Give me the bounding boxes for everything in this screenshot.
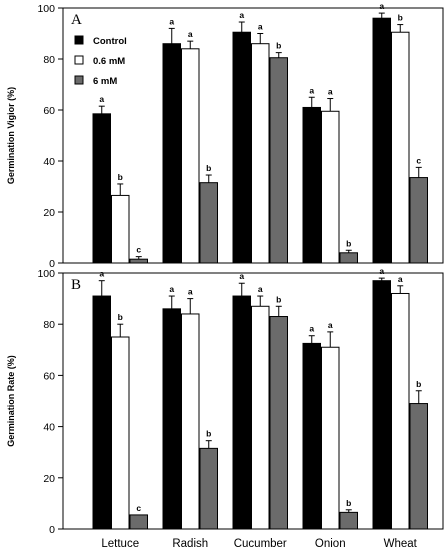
y-tick-label: 0 [49,258,55,270]
bar [129,514,148,530]
bar [92,295,111,530]
bar [339,511,358,530]
significance-letter: a [309,324,314,334]
significance-letter: b [206,429,211,439]
significance-letter: a [169,284,174,294]
bar [269,316,288,530]
significance-letter: a [188,29,193,39]
significance-letter: a [188,287,193,297]
significance-letter: b [346,238,351,248]
bar [232,31,251,264]
significance-letter: a [99,269,104,279]
significance-letter: b [398,13,403,23]
y-tick-label: 100 [37,3,55,15]
y-tick-label: 40 [43,156,55,168]
bar [339,252,358,264]
significance-letter: c [416,155,421,165]
y-tick-label: 20 [43,207,55,219]
bar [391,31,410,264]
legend-label: 6 mM [93,76,117,87]
bar [251,305,270,530]
y-tick-label: 20 [43,473,55,485]
significance-letter: b [276,294,281,304]
bar [199,447,218,530]
bar [372,280,391,530]
significance-letter: b [276,41,281,51]
x-category-label: Lettuce [101,538,139,550]
panel-letter: B [71,277,81,293]
significance-letter: a [258,22,263,32]
bar [302,106,321,264]
legend-label: 0.6 mM [93,56,125,67]
y-tick-label: 100 [37,268,55,280]
panel-b: 0 20 40 60 80 100 Germination Rate (%) Ba b c Lett… [6,266,444,550]
bar [232,295,251,530]
significance-letter: a [309,85,314,95]
bar [92,113,111,264]
significance-letter: a [379,266,384,276]
significance-letter: a [398,274,403,284]
bar [129,258,148,264]
y-tick-label: 40 [43,422,55,434]
bar [162,308,181,530]
significance-letter: b [118,312,123,322]
bar [111,194,130,264]
y-tick-label: 60 [43,370,55,382]
significance-letter: b [206,163,211,173]
significance-letter: a [379,1,384,11]
y-axis-label: Germination Rate (%) [6,355,16,447]
bar [269,57,288,264]
bar [162,43,181,264]
y-tick-label: 0 [49,524,55,536]
significance-letter: b [346,498,351,508]
significance-letter: c [136,503,141,513]
y-tick-label: 60 [43,105,55,117]
legend-label: Control [93,36,127,47]
x-category-label: Onion [315,538,346,550]
significance-letter: a [169,16,174,26]
bar [111,336,130,530]
bar [181,48,200,264]
legend-swatch [74,35,84,45]
panel-letter: A [71,12,82,28]
x-category-label: Wheat [384,538,418,550]
bar [372,17,391,264]
bar [391,292,410,530]
significance-letter: a [328,87,333,97]
y-tick-label: 80 [43,54,55,66]
panel-a: 0 20 40 60 80 100 Germination Vigior (%) Aa b c a a… [6,1,444,270]
bar [302,342,321,530]
significance-letter: b [416,379,421,389]
bar [199,182,218,264]
y-tick-label: 80 [43,319,55,331]
legend-swatch [74,75,84,85]
bar [321,346,340,530]
bar [409,403,428,530]
bar [409,177,428,264]
significance-letter: b [118,172,123,182]
significance-letter: a [99,94,104,104]
significance-letter: a [239,271,244,281]
y-axis-label: Germination Vigior (%) [6,87,16,184]
bar [181,313,200,530]
significance-letter: a [328,320,333,330]
significance-letter: a [258,284,263,294]
significance-letter: c [136,245,141,255]
significance-letter: a [239,10,244,20]
bar [251,43,270,264]
bar [321,110,340,264]
x-category-label: Cucumber [234,538,287,550]
x-category-label: Radish [172,538,208,550]
legend-swatch [74,55,84,65]
